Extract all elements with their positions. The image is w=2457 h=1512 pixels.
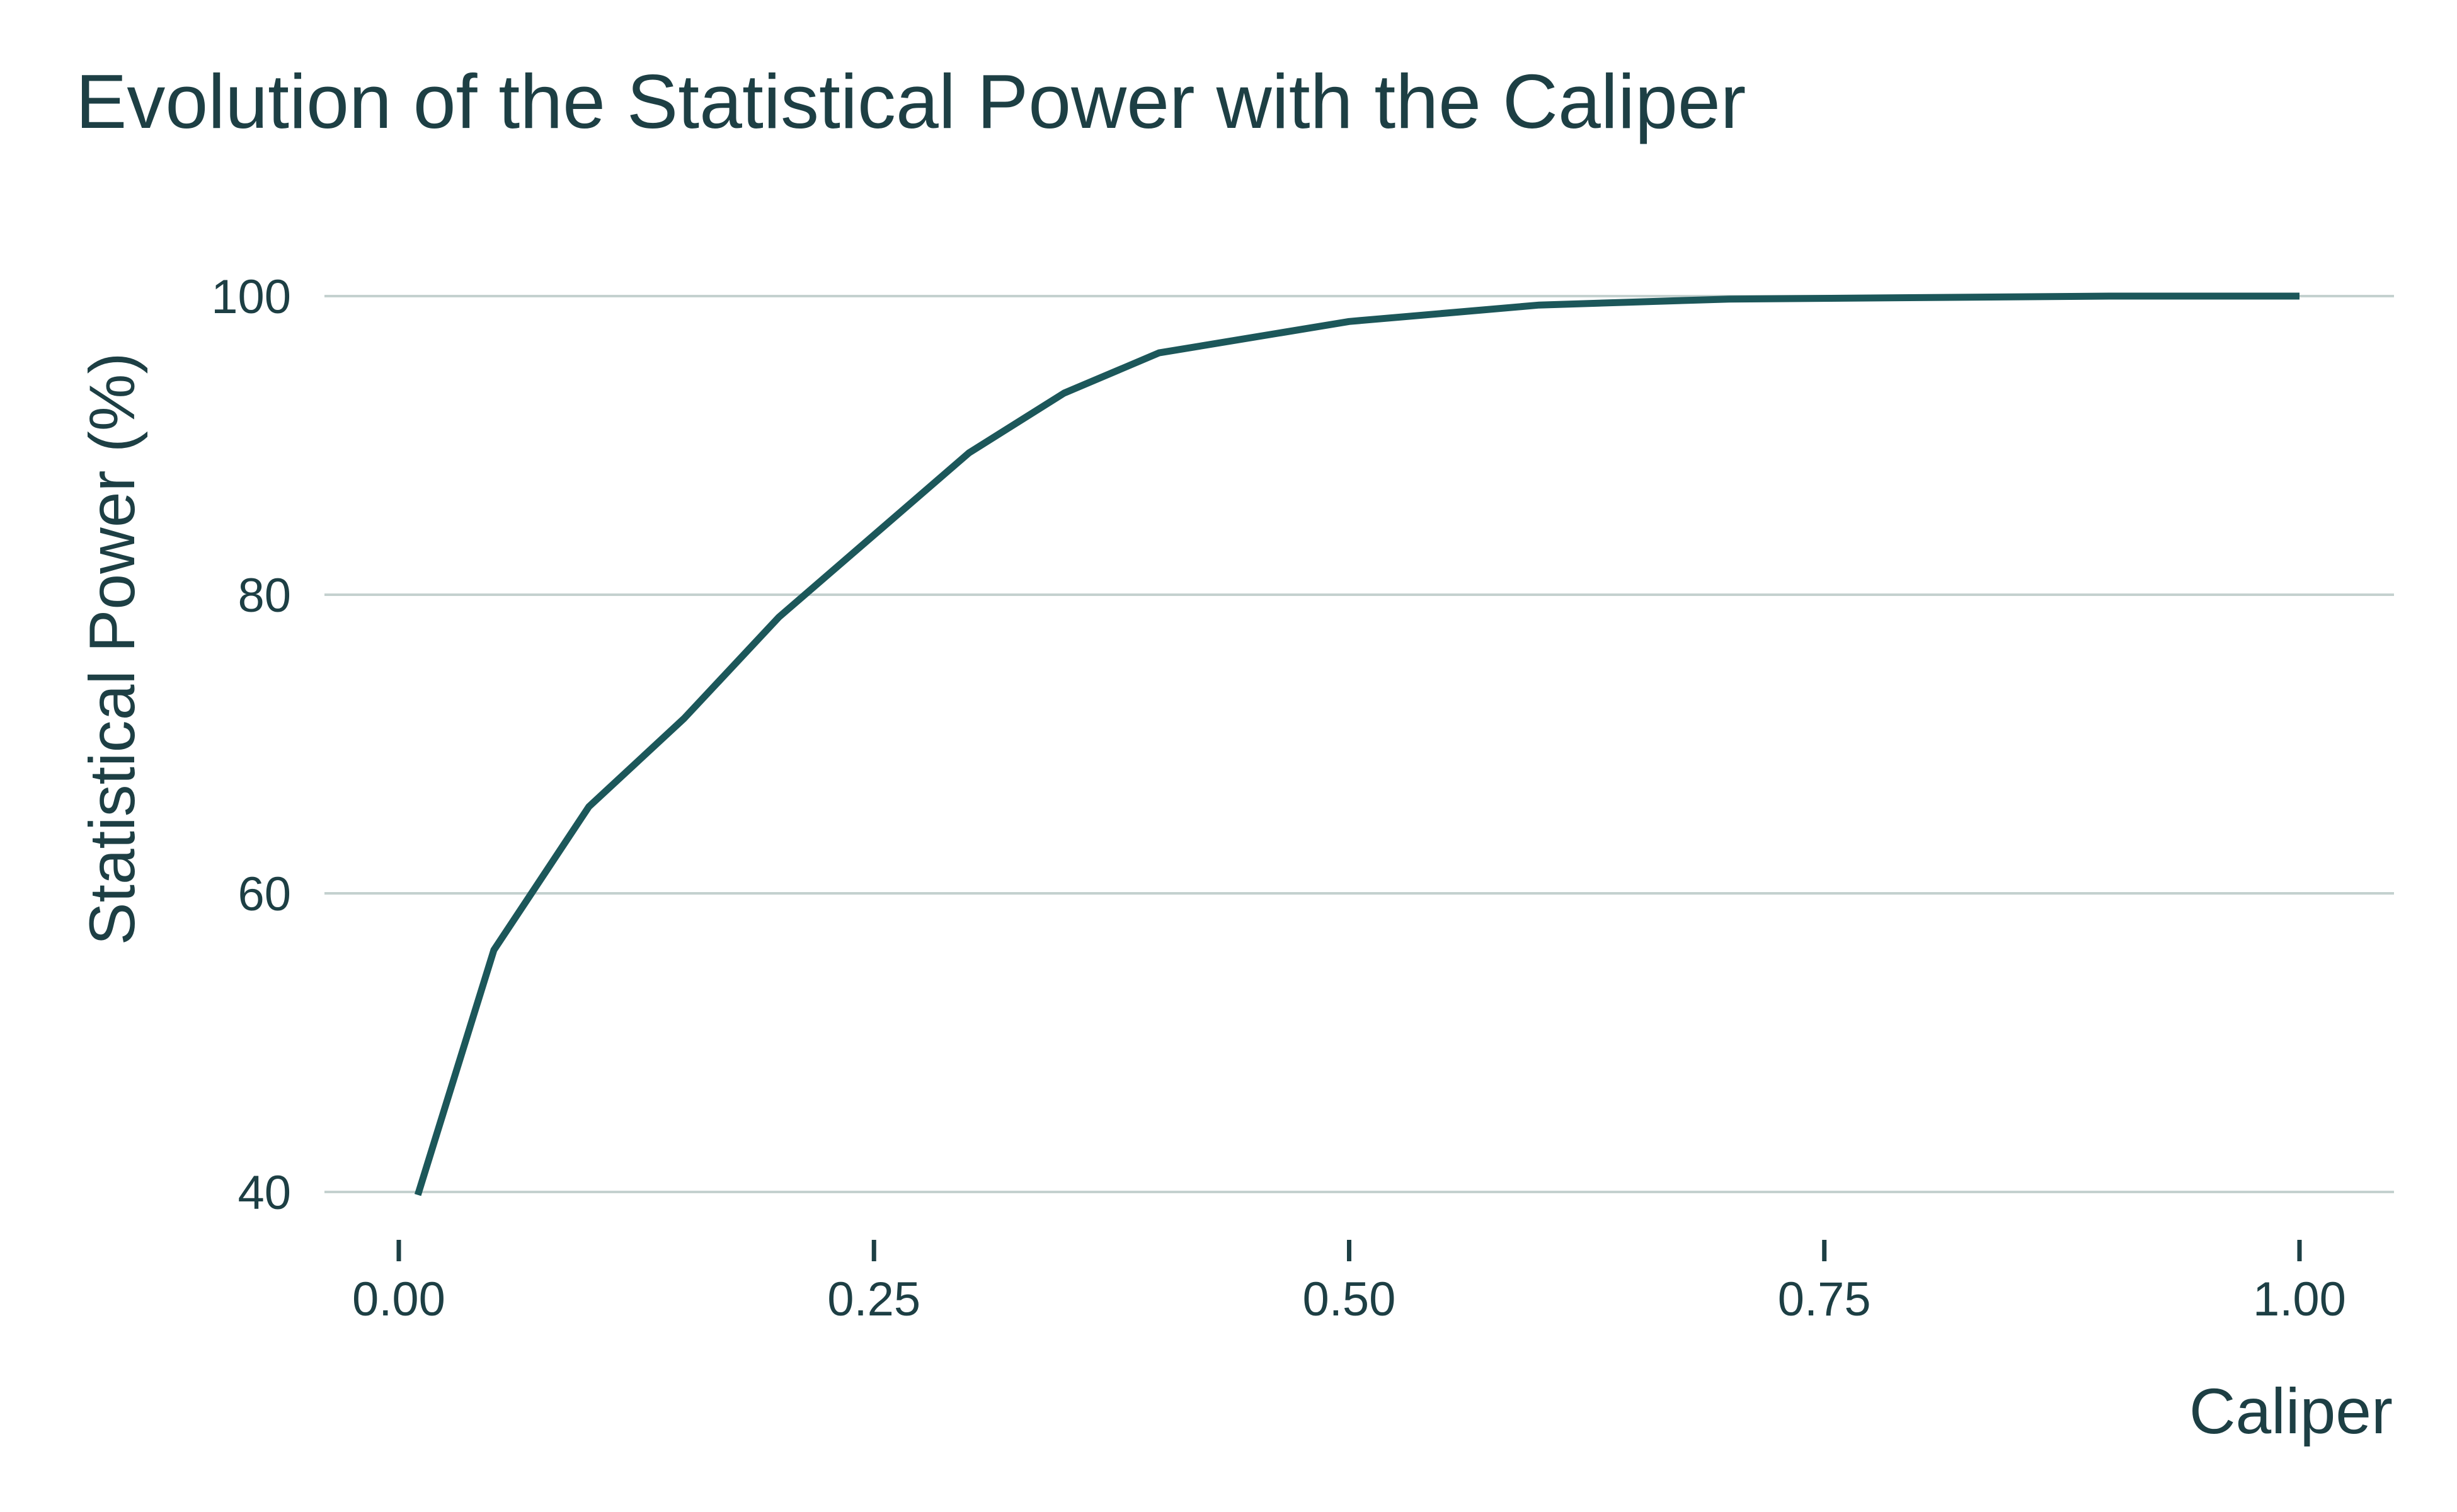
series-layer [414, 292, 2300, 1196]
y-tick-label: 60 [238, 868, 291, 921]
y-axis-tick-labels: 40 60 80 100 [211, 270, 291, 1220]
x-tick-label: 0.25 [827, 1273, 920, 1326]
y-tick-label: 40 [238, 1166, 291, 1220]
x-axis-title: Caliper [2189, 1375, 2393, 1447]
y-axis-title: Statistical Power (%) [76, 353, 148, 946]
x-axis-ticks: 0.00 0.25 0.50 0.75 1.00 [352, 1240, 2346, 1326]
y-tick-label: 80 [238, 569, 291, 622]
x-tick-label: 1.00 [2253, 1273, 2346, 1326]
x-tick-label: 0.50 [1303, 1273, 1396, 1326]
grid-lines [324, 295, 2394, 1193]
x-tick-label: 0.75 [1778, 1273, 1871, 1326]
series-line-0 [414, 292, 2300, 1196]
chart-title: Evolution of the Statistical Power with … [76, 59, 1746, 144]
x-tick-label: 0.00 [352, 1273, 445, 1326]
y-tick-label: 100 [211, 270, 291, 324]
